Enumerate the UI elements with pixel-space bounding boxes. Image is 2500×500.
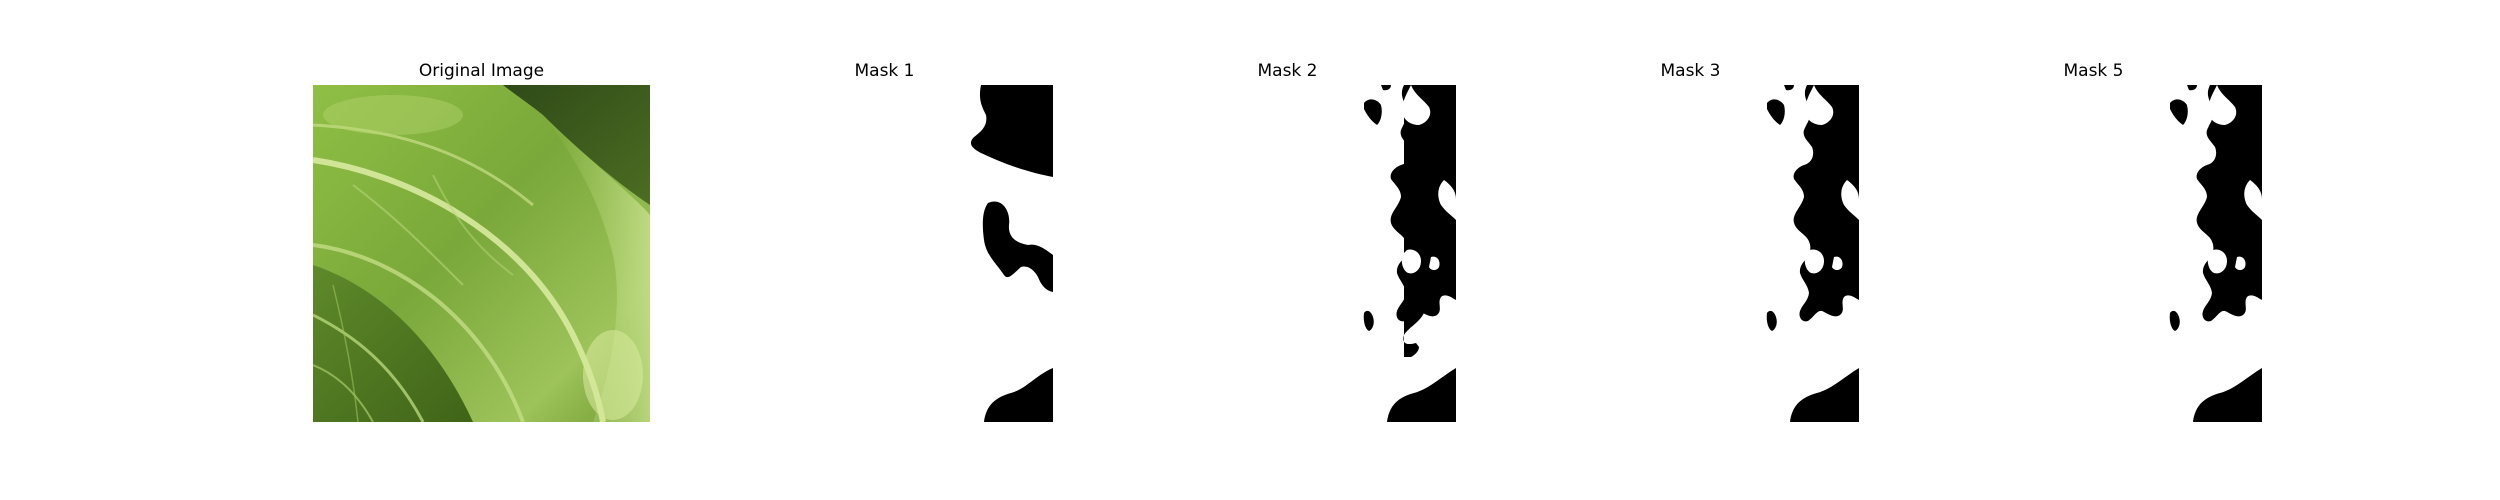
leaf-photo [313, 85, 650, 422]
panel-title-mask-3: Mask 3 [1660, 61, 1721, 81]
panel-mask-1: Mask 1 [716, 0, 1053, 500]
mask-3-image [1522, 85, 1859, 422]
panel-mask-5: Mask 5 [1925, 0, 2262, 500]
panel-title-mask-2: Mask 2 [1257, 61, 1318, 81]
mask-2-image [1119, 85, 1456, 422]
panel-title-mask-5: Mask 5 [2063, 61, 2124, 81]
panel-original-image: Original Image [313, 0, 650, 500]
panel-mask-2: Mask 2 [1119, 0, 1456, 500]
panel-title-original: Original Image [418, 61, 545, 81]
panel-mask-3: Mask 3 [1522, 0, 1859, 500]
mask-5-image [1925, 85, 2262, 422]
mask-1-image [716, 85, 1053, 422]
panel-title-mask-1: Mask 1 [854, 61, 915, 81]
